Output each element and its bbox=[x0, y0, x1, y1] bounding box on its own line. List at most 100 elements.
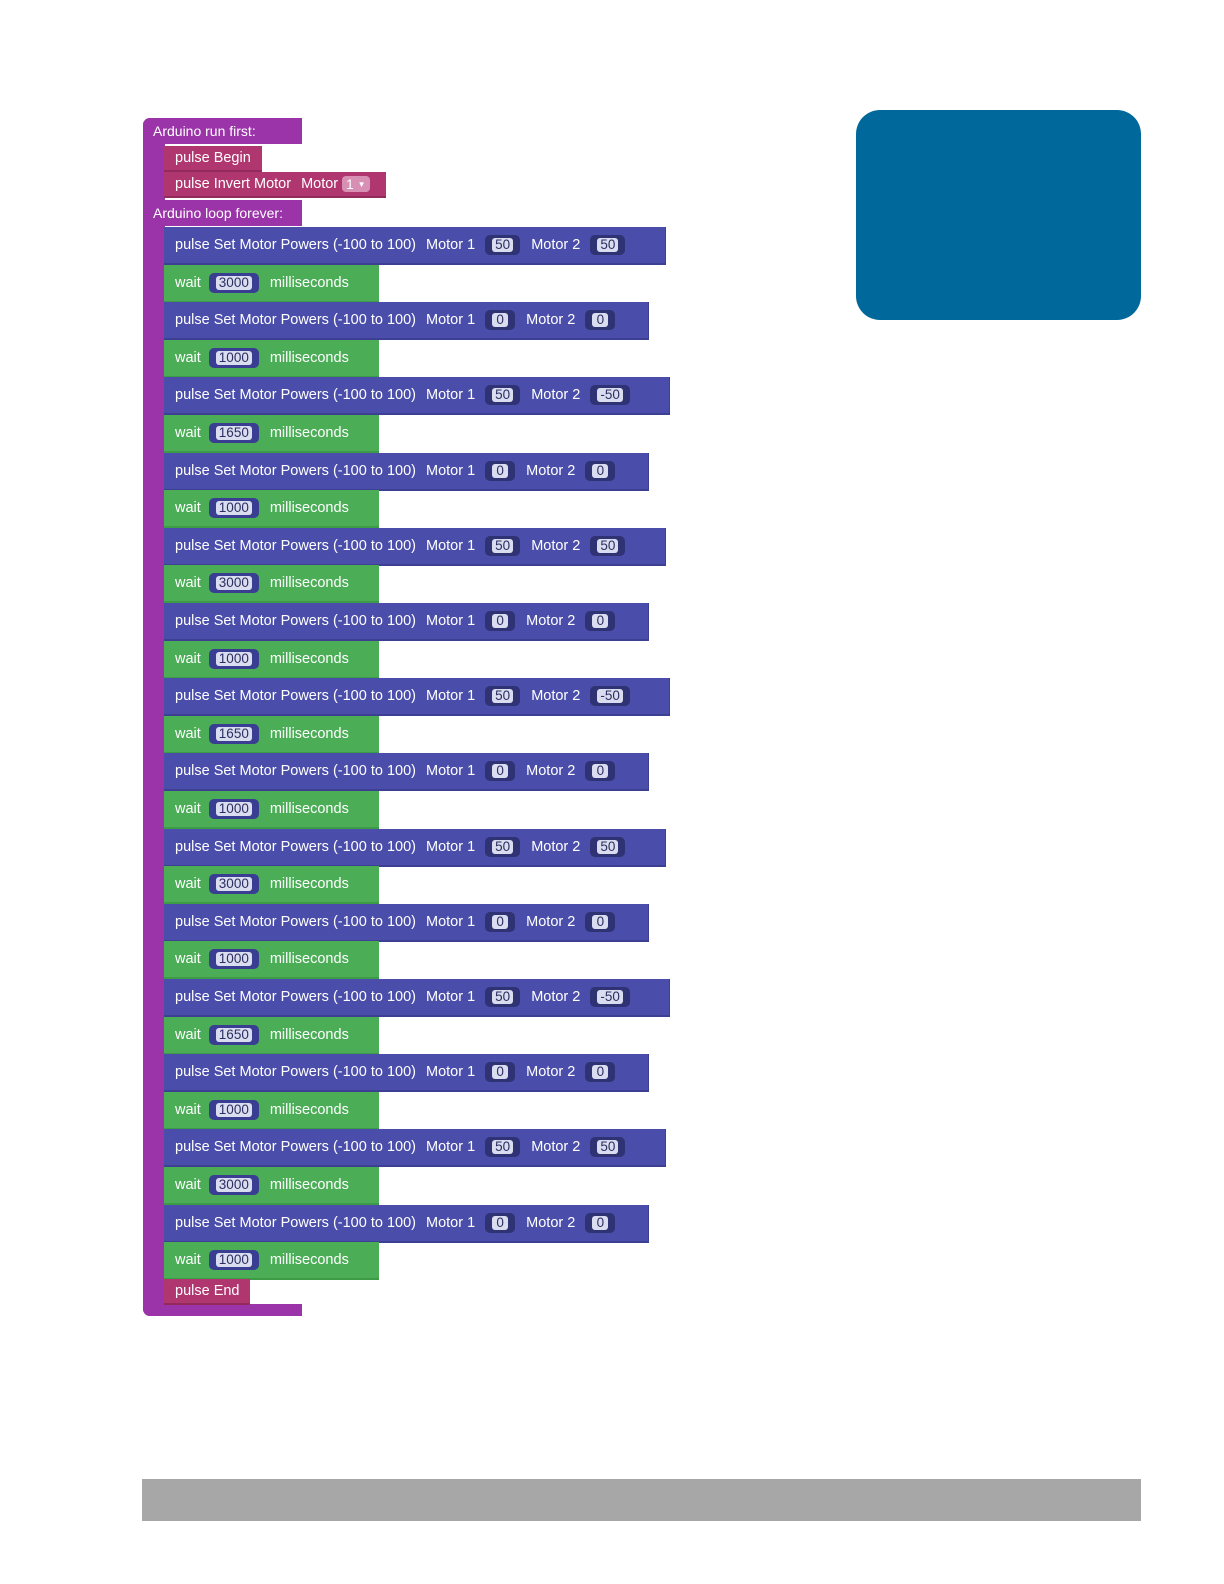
motor1-socket[interactable]: 50 bbox=[485, 686, 521, 707]
motor1-socket[interactable]: 0 bbox=[485, 761, 516, 782]
pulse-invert-motor-block[interactable]: pulse Invert Motor Motor 1 ▼ bbox=[164, 172, 386, 198]
motor2-value[interactable]: -50 bbox=[597, 388, 623, 403]
wait-duration-value[interactable]: 1000 bbox=[215, 1102, 252, 1117]
wait-duration-value[interactable]: 3000 bbox=[215, 877, 252, 892]
motor2-value[interactable]: 0 bbox=[592, 614, 609, 628]
motor1-value[interactable]: 50 bbox=[492, 1140, 514, 1155]
set-motor-powers-block[interactable]: pulse Set Motor Powers (-100 to 100) Moto… bbox=[164, 377, 670, 416]
set-motor-powers-block[interactable]: pulse Set Motor Powers (-100 to 100) Moto… bbox=[164, 603, 649, 641]
wait-block[interactable]: wait 3000 milliseconds bbox=[164, 264, 379, 303]
motor2-value[interactable]: 0 bbox=[592, 463, 609, 478]
motor2-value[interactable]: 50 bbox=[597, 238, 619, 252]
motor1-value[interactable]: 0 bbox=[492, 614, 509, 628]
wait-block[interactable]: wait 1000 milliseconds bbox=[164, 640, 379, 679]
motor2-socket[interactable]: 50 bbox=[590, 1137, 626, 1158]
wait-duration-value[interactable]: 1000 bbox=[215, 1253, 252, 1268]
wait-duration-value[interactable]: 1650 bbox=[215, 425, 252, 440]
wait-duration-value[interactable]: 3000 bbox=[215, 576, 252, 591]
wait-duration-socket[interactable]: 1000 bbox=[208, 798, 259, 819]
wait-duration-value[interactable]: 1000 bbox=[215, 952, 252, 967]
motor2-value[interactable]: 50 bbox=[597, 538, 619, 553]
motor2-value[interactable]: 50 bbox=[597, 839, 619, 854]
set-motor-powers-block[interactable]: pulse Set Motor Powers (-100 to 100) Moto… bbox=[164, 452, 649, 491]
motor1-value[interactable]: 50 bbox=[492, 990, 514, 1004]
wait-duration-value[interactable]: 1000 bbox=[215, 801, 252, 816]
pulse-end-block[interactable]: pulse End bbox=[164, 1279, 250, 1305]
motor1-value[interactable]: 0 bbox=[492, 463, 509, 478]
motor1-socket[interactable]: 50 bbox=[485, 987, 521, 1007]
wait-duration-value[interactable]: 1650 bbox=[215, 726, 252, 741]
wait-duration-value[interactable]: 1650 bbox=[215, 1027, 252, 1042]
motor1-value[interactable]: 0 bbox=[492, 914, 509, 929]
motor2-socket[interactable]: 50 bbox=[590, 235, 626, 255]
wait-block[interactable]: wait 1650 milliseconds bbox=[164, 715, 379, 754]
wait-duration-value[interactable]: 1000 bbox=[215, 501, 252, 516]
set-motor-powers-block[interactable]: pulse Set Motor Powers (-100 to 100) Moto… bbox=[164, 302, 649, 341]
motor1-socket[interactable]: 50 bbox=[485, 385, 521, 406]
motor1-socket[interactable]: 50 bbox=[485, 1137, 521, 1158]
wait-duration-socket[interactable]: 1000 bbox=[208, 648, 259, 669]
wait-duration-value[interactable]: 1000 bbox=[215, 350, 252, 365]
motor2-value[interactable]: 0 bbox=[592, 1215, 609, 1230]
wait-duration-socket[interactable]: 1000 bbox=[208, 1250, 259, 1271]
wait-duration-socket[interactable]: 1000 bbox=[208, 1099, 259, 1120]
set-motor-powers-block[interactable]: pulse Set Motor Powers (-100 to 100) Moto… bbox=[164, 1204, 649, 1243]
wait-duration-socket[interactable]: 3000 bbox=[208, 874, 259, 895]
motor1-value[interactable]: 50 bbox=[492, 689, 514, 704]
motor2-value[interactable]: -50 bbox=[597, 689, 623, 704]
motor2-socket[interactable]: 50 bbox=[590, 836, 626, 857]
motor1-socket[interactable]: 0 bbox=[485, 611, 516, 631]
motor2-socket[interactable]: 0 bbox=[585, 1062, 616, 1083]
set-motor-powers-block[interactable]: pulse Set Motor Powers (-100 to 100) Moto… bbox=[164, 753, 649, 792]
motor1-value[interactable]: 0 bbox=[492, 313, 509, 328]
wait-duration-socket[interactable]: 1000 bbox=[208, 949, 259, 970]
set-motor-powers-block[interactable]: pulse Set Motor Powers (-100 to 100) Moto… bbox=[164, 828, 666, 867]
motor1-value[interactable]: 50 bbox=[492, 388, 514, 403]
wait-block[interactable]: wait 1650 milliseconds bbox=[164, 414, 379, 453]
wait-duration-socket[interactable]: 1000 bbox=[208, 347, 259, 368]
motor2-socket[interactable]: 0 bbox=[585, 761, 616, 782]
wait-block[interactable]: wait 1650 milliseconds bbox=[164, 1016, 379, 1055]
set-motor-powers-block[interactable]: pulse Set Motor Powers (-100 to 100) Moto… bbox=[164, 903, 649, 942]
wait-block[interactable]: wait 3000 milliseconds bbox=[164, 565, 379, 604]
motor2-socket[interactable]: -50 bbox=[590, 987, 630, 1007]
motor2-socket[interactable]: 0 bbox=[585, 611, 616, 631]
motor1-socket[interactable]: 0 bbox=[485, 1212, 516, 1233]
motor1-socket[interactable]: 50 bbox=[485, 836, 521, 857]
wait-duration-socket[interactable]: 1650 bbox=[208, 723, 259, 744]
arduino-container-top[interactable] bbox=[143, 118, 302, 144]
wait-block[interactable]: wait 1000 milliseconds bbox=[164, 1091, 379, 1130]
wait-duration-socket[interactable]: 3000 bbox=[208, 1174, 259, 1195]
wait-duration-socket[interactable]: 1650 bbox=[208, 1024, 259, 1045]
wait-block[interactable]: wait 1000 milliseconds bbox=[164, 941, 379, 980]
set-motor-powers-block[interactable]: pulse Set Motor Powers (-100 to 100) Moto… bbox=[164, 678, 670, 717]
wait-block[interactable]: wait 1000 milliseconds bbox=[164, 790, 379, 829]
motor1-value[interactable]: 0 bbox=[492, 1215, 509, 1230]
set-motor-powers-block[interactable]: pulse Set Motor Powers (-100 to 100) Moto… bbox=[164, 1054, 649, 1093]
motor2-socket[interactable]: -50 bbox=[590, 385, 630, 406]
pulse-begin-block[interactable]: pulse Begin bbox=[164, 146, 262, 172]
motor1-value[interactable]: 0 bbox=[492, 764, 509, 779]
motor2-socket[interactable]: 0 bbox=[585, 460, 616, 481]
motor1-socket[interactable]: 50 bbox=[485, 535, 521, 556]
set-motor-powers-block[interactable]: pulse Set Motor Powers (-100 to 100) Moto… bbox=[164, 979, 670, 1017]
set-motor-powers-block[interactable]: pulse Set Motor Powers (-100 to 100) Moto… bbox=[164, 1129, 666, 1168]
wait-duration-socket[interactable]: 1650 bbox=[208, 422, 259, 443]
wait-block[interactable]: wait 3000 milliseconds bbox=[164, 1166, 379, 1205]
wait-duration-value[interactable]: 1000 bbox=[215, 651, 252, 666]
wait-block[interactable]: wait 1000 milliseconds bbox=[164, 490, 379, 529]
wait-duration-socket[interactable]: 3000 bbox=[208, 573, 259, 594]
motor2-value[interactable]: 0 bbox=[592, 313, 609, 328]
wait-block[interactable]: wait 1000 milliseconds bbox=[164, 1242, 379, 1281]
motor2-socket[interactable]: 0 bbox=[585, 911, 616, 932]
motor1-socket[interactable]: 0 bbox=[485, 460, 516, 481]
wait-block[interactable]: wait 1000 milliseconds bbox=[164, 339, 379, 378]
motor1-socket[interactable]: 0 bbox=[485, 911, 516, 932]
motor-select-dropdown[interactable]: 1 ▼ bbox=[342, 176, 370, 192]
motor2-socket[interactable]: -50 bbox=[590, 686, 630, 707]
wait-duration-value[interactable]: 3000 bbox=[215, 275, 252, 290]
motor2-socket[interactable]: 0 bbox=[585, 1212, 616, 1233]
motor2-socket[interactable]: 50 bbox=[590, 535, 626, 556]
motor2-socket[interactable]: 0 bbox=[585, 310, 616, 331]
motor2-value[interactable]: 0 bbox=[592, 764, 609, 779]
